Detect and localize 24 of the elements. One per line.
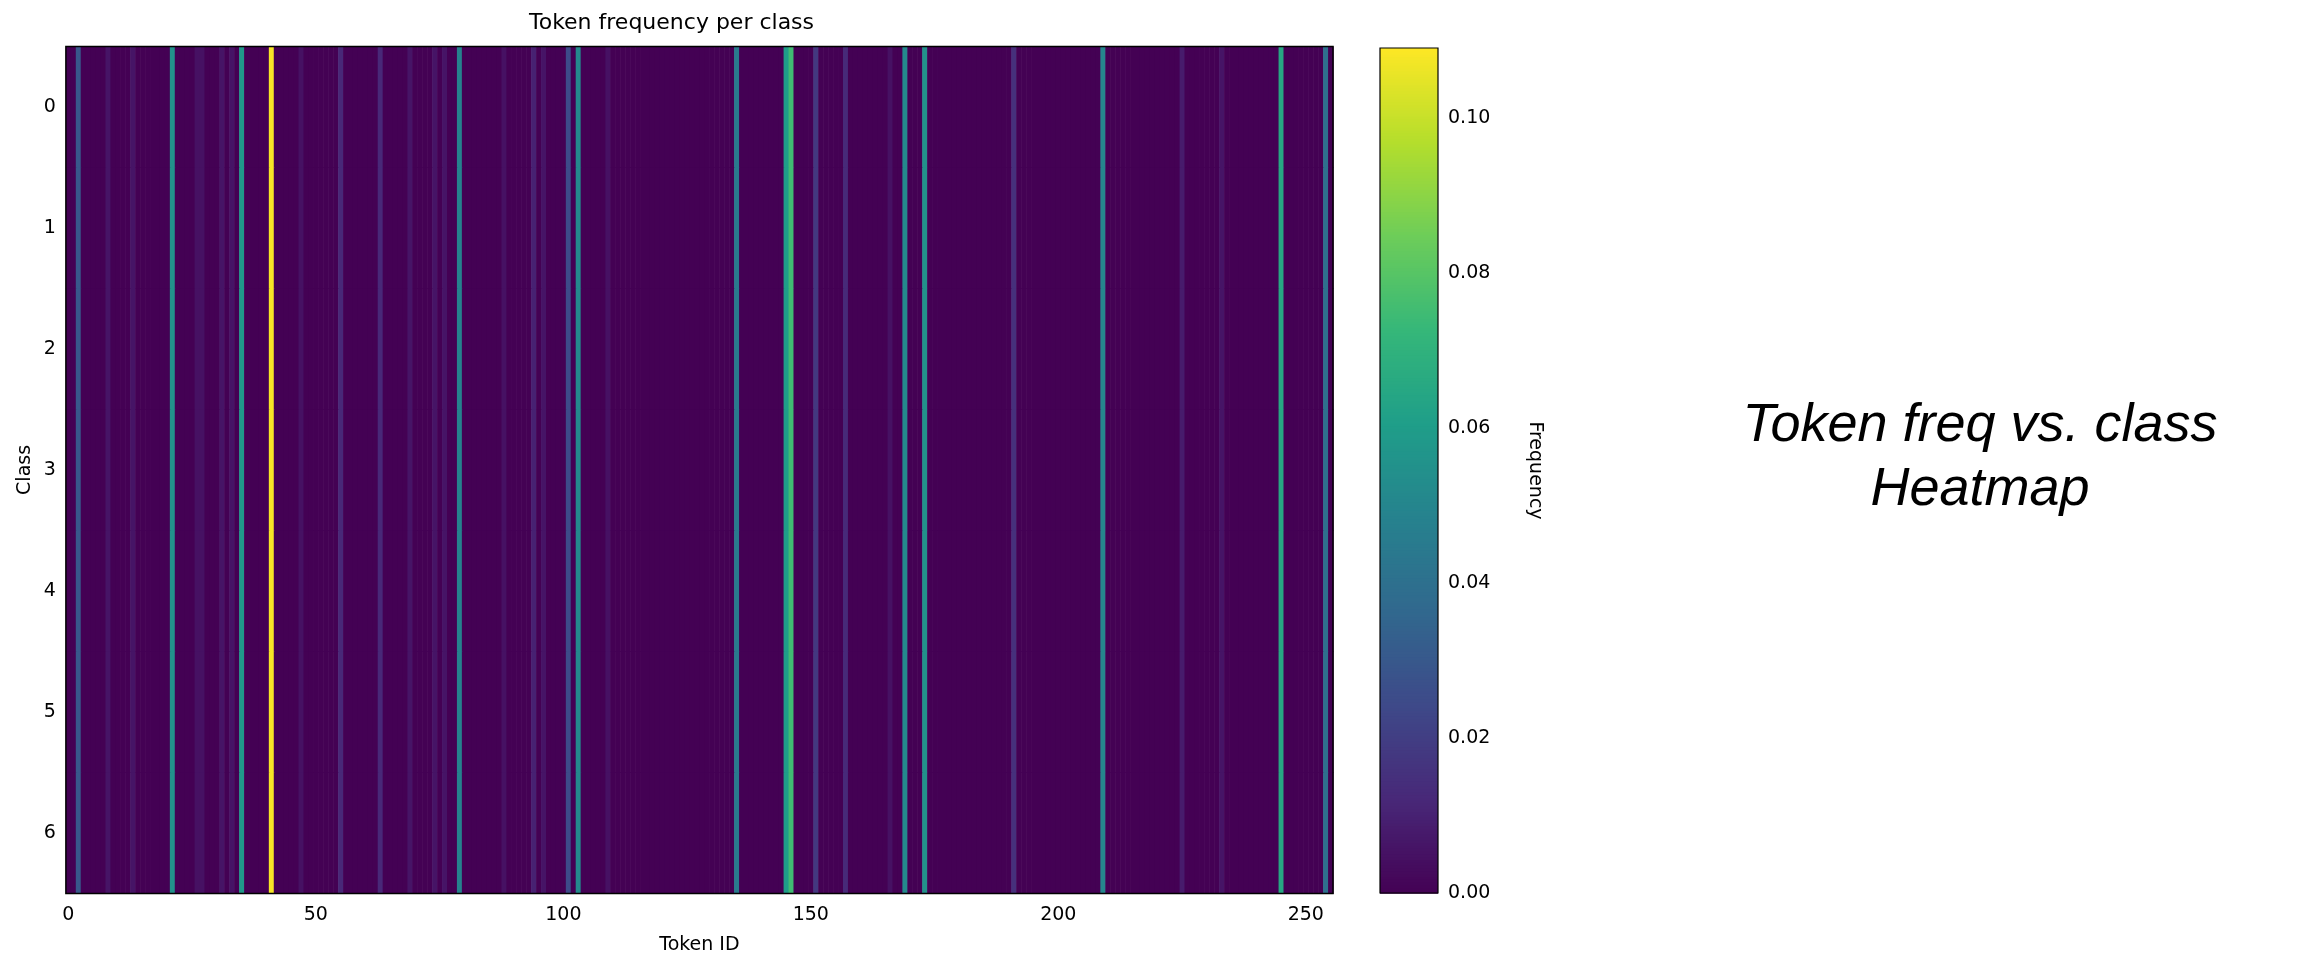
color-bar-label: 0.00 — [1448, 879, 1491, 902]
x-tick-label: 250 — [1287, 901, 1324, 924]
y-tick-label: 4 — [43, 577, 56, 600]
color-bar-title: Frequency — [1525, 421, 1548, 520]
y-tick-label: 0 — [43, 93, 56, 116]
y-tick-label: 6 — [43, 819, 56, 842]
chart-title: Token frequency per class — [527, 8, 815, 34]
x-tick-label: 200 — [1040, 901, 1077, 924]
y-tick-label: 5 — [43, 698, 56, 721]
y-tick-label: 2 — [43, 335, 56, 358]
y-axis-title: Class — [12, 444, 35, 495]
color-bar-label: 0.02 — [1448, 724, 1491, 747]
color-bar-label: 0.06 — [1448, 414, 1491, 437]
x-tick-label: 100 — [545, 901, 582, 924]
text: Token freq vs. class Heatmap — [1741, 391, 2219, 518]
x-axis-title: Token ID — [658, 931, 740, 954]
y-tick-label: 3 — [43, 456, 56, 479]
x-tick-label: 150 — [792, 901, 829, 924]
x-tick-label: 50 — [303, 901, 328, 924]
color-bar-label: 0.04 — [1448, 569, 1491, 592]
color-bar-label: 0.08 — [1448, 259, 1491, 282]
y-tick-label: 1 — [43, 214, 56, 237]
x-tick-label: 0 — [62, 901, 75, 924]
color-bar-label: 0.10 — [1448, 104, 1491, 127]
